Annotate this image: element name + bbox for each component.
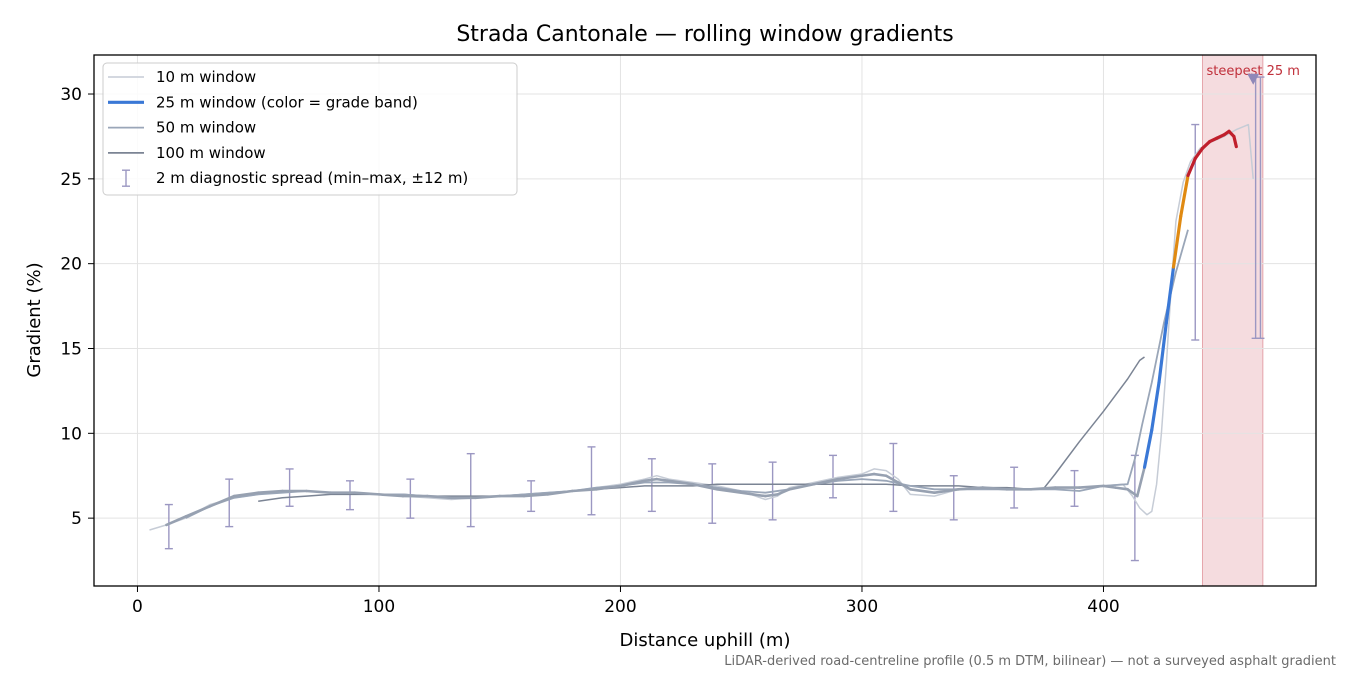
series-25m-segment (776, 488, 791, 496)
steepest-segment-highlight: steepest 25 m (1201, 54, 1300, 587)
errorbar (828, 454, 837, 499)
x-axis-label: Distance uphill (m) (620, 630, 791, 651)
series-25m-segment (232, 491, 260, 498)
y-tick-label: 10 (60, 424, 82, 444)
errorbar (164, 503, 173, 550)
series-25m-segment (522, 493, 550, 498)
legend: 10 m window 25 m window (color = grade ba… (102, 62, 518, 196)
steepest-marker (1247, 73, 1260, 85)
highlight-band (1201, 54, 1264, 587)
errorbar (647, 458, 656, 513)
series-25m-segment (643, 477, 658, 483)
series-25m-segment (812, 477, 840, 486)
legend-label: 25 m window (color = grade band) (156, 93, 418, 111)
y-tick-label: 25 (60, 170, 82, 190)
legend-label: 100 m window (156, 144, 266, 162)
series-25m-segment (595, 484, 622, 491)
legend-box (102, 62, 518, 196)
series-25m-segment (1171, 214, 1183, 269)
x-tick-label: 200 (604, 597, 636, 617)
series-25m-segment (908, 488, 936, 494)
y-tick-label: 30 (60, 85, 82, 105)
series-25m-segment (1232, 134, 1238, 149)
errorbar (285, 468, 294, 507)
series-25m-segment (764, 493, 779, 498)
series-25m-segment (1142, 428, 1154, 469)
errorbar (708, 463, 717, 524)
steepest-marker-triangle (1247, 73, 1260, 85)
series-25m-segment (474, 494, 502, 500)
errorbar (949, 475, 958, 521)
series-25m-segment (1179, 173, 1190, 218)
legend-label: 10 m window (156, 68, 256, 86)
series-25m-segment (1126, 488, 1139, 498)
series-25m-segment (1157, 321, 1168, 385)
errorbar (587, 446, 596, 516)
plot-frame (93, 54, 1317, 587)
x-tick-label: 0 (132, 597, 143, 617)
series-25m-window (165, 129, 1238, 527)
series-25m-segment (896, 481, 912, 491)
series-25m-segment (305, 489, 332, 494)
errorbar (406, 478, 415, 519)
series-25m-segment (860, 472, 876, 478)
series-25m-segment (184, 504, 212, 518)
series-25m-segment (788, 482, 815, 491)
series-25m-segment (981, 486, 1009, 491)
series-lines (149, 123, 1254, 531)
highlight-label: steepest 25 m (1206, 64, 1299, 79)
series-25m-segment (872, 472, 888, 478)
series-25m-segment (1135, 465, 1146, 498)
series-25m-segment (208, 494, 236, 508)
series-25m-segment (739, 491, 767, 498)
y-tick-label: 15 (60, 339, 82, 359)
series-25m-segment (377, 493, 405, 498)
x-tick-label: 300 (846, 597, 878, 617)
errorbar (466, 452, 475, 528)
series-25m-segment (1078, 484, 1105, 489)
series-25m-segment (933, 488, 960, 494)
series-25m-segment (667, 479, 695, 486)
series-25m-segment (1114, 486, 1129, 491)
legend-label: 2 m diagnostic spread (min–max, ±12 m) (156, 169, 468, 187)
series-25m-segment (1164, 265, 1176, 325)
y-tick-label: 20 (60, 255, 82, 275)
errorbar (345, 480, 354, 511)
series-25m-segment (546, 489, 574, 496)
series-25m-segment (1186, 156, 1197, 178)
x-tick-label: 100 (363, 597, 395, 617)
footnote: LiDAR-derived road-centreline profile (0… (724, 654, 1336, 669)
series-25m-segment (1029, 486, 1057, 491)
y-axis-label: Gradient (%) (24, 262, 45, 377)
series-25m-segment (957, 486, 985, 491)
series-25m-segment (884, 474, 900, 484)
errorbar (1256, 76, 1265, 340)
series-25m-segment (655, 477, 671, 483)
axis-ticks: 0 100 200 300 400 5 10 15 20 25 30 (60, 85, 1119, 617)
series-25m-segment (1102, 484, 1117, 489)
series-25m-segment (353, 491, 381, 496)
series-25m-segment (256, 489, 284, 494)
chart-title: Strada Cantonale — rolling window gradie… (456, 22, 953, 47)
y-tick-label: 5 (71, 509, 82, 529)
series-25m-segment (619, 479, 646, 488)
x-tick-label: 400 (1087, 597, 1119, 617)
errorbar (225, 478, 234, 528)
legend-label: 50 m window (156, 119, 256, 137)
series-25m-segment (1193, 146, 1205, 161)
series-25m-segment (836, 474, 864, 481)
series-25m-segment (691, 482, 719, 491)
errorbar (889, 442, 898, 513)
series-25m-segment (165, 515, 188, 527)
series-25m-segment (570, 488, 598, 493)
series-25m-segment (1150, 380, 1161, 432)
series-25m-segment (715, 488, 743, 494)
series-25m-segment (1200, 139, 1212, 150)
series-25m-segment (425, 494, 453, 500)
